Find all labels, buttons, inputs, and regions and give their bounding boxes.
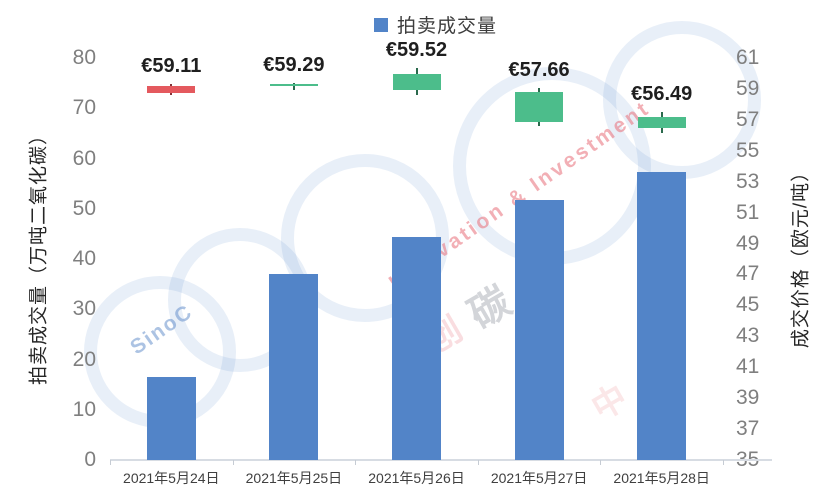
right-axis-tick-label: 59: [736, 76, 760, 100]
right-axis-tick-label: 43: [736, 324, 760, 348]
right-axis-tick-label: 39: [736, 386, 760, 410]
legend-color-swatch: [374, 17, 388, 32]
price-candle-wick: [292, 83, 295, 91]
left-axis-tick-label: 0: [84, 448, 96, 471]
right-axis-tick-label: 51: [736, 200, 760, 224]
price-label: €56.49: [631, 82, 693, 105]
left-axis-tick-label: 70: [72, 96, 96, 120]
right-axis-tick-label: 53: [736, 169, 760, 193]
x-axis-tick-mark: [477, 460, 479, 465]
right-axis-tick-label: 49: [736, 231, 760, 255]
left-axis-tick-label: 80: [72, 46, 96, 69]
right-axis-tick-label: 61: [736, 46, 760, 69]
left-axis-tick-label: 40: [72, 247, 96, 270]
left-axis-tick-label: 10: [72, 397, 96, 421]
x-axis-tick-mark: [355, 460, 357, 465]
left-axis-tick-label: 50: [72, 196, 96, 220]
right-axis-tick-label: 55: [736, 138, 760, 162]
x-tick-label: 2021年5月25日: [245, 470, 343, 486]
price-candle: [637, 117, 686, 129]
price-label: €59.11: [141, 54, 202, 77]
volume-bar: [637, 172, 687, 460]
x-axis-tick-mark: [110, 460, 111, 465]
x-axis-tick-mark: [600, 460, 602, 465]
volume-bar: [269, 274, 319, 460]
right-axis-tick-label: 41: [736, 355, 760, 379]
x-tick-label: 2021年5月26日: [368, 470, 465, 486]
price-label: €59.29: [263, 54, 325, 77]
x-axis-tick-mark: [232, 460, 234, 465]
price-candle: [269, 83, 318, 86]
left-axis-tick-label: 60: [72, 146, 96, 170]
right-axis-tick-label: 57: [736, 107, 760, 131]
left-axis-tick-label: 30: [72, 297, 96, 321]
volume-bar: [146, 377, 196, 460]
volume-bar: [514, 200, 564, 460]
price-candle: [515, 92, 564, 122]
legend: 拍卖成交量: [374, 11, 497, 38]
x-axis-line: [110, 459, 772, 461]
price-candle: [147, 85, 196, 93]
left-axis-tick-label: 20: [72, 347, 96, 371]
x-tick-label: 2021年5月28日: [613, 470, 710, 486]
volume-bar: [392, 237, 441, 460]
x-tick-label: 2021年5月24日: [123, 470, 220, 486]
legend-label: 拍卖成交量: [397, 16, 498, 37]
x-axis-tick-mark: [723, 460, 724, 465]
price-candle: [392, 73, 441, 90]
price-label: €59.52: [385, 39, 448, 62]
price-label: €57.66: [508, 58, 570, 81]
right-axis-tick-label: 37: [736, 417, 760, 441]
right-axis-tick-label: 45: [736, 293, 760, 317]
x-tick-label: 2021年5月27日: [490, 470, 588, 486]
right-axis-tick-label: 47: [736, 262, 760, 286]
